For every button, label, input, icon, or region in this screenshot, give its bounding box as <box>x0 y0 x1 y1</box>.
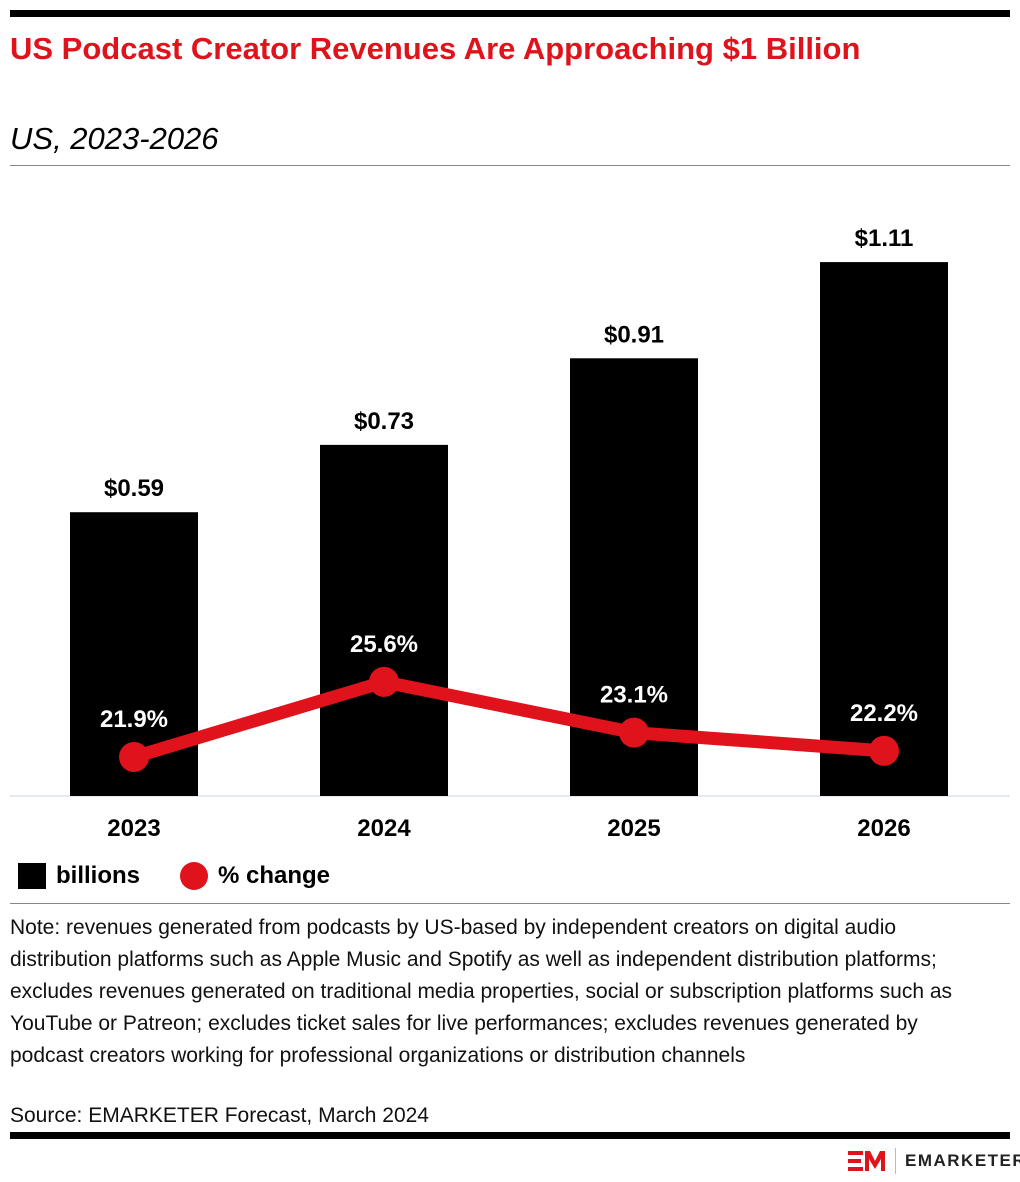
emarketer-logo: EMARKETER <box>848 1148 1020 1174</box>
bar-value-label: $0.91 <box>604 321 664 348</box>
x-tick-label: 2024 <box>357 815 411 842</box>
line-value-label: 23.1% <box>600 682 668 709</box>
x-tick-label: 2023 <box>107 815 160 842</box>
percent-change-line <box>132 675 885 764</box>
legend-line-label: % change <box>218 862 331 889</box>
bar-value-label: $0.59 <box>104 475 164 502</box>
divider <box>10 903 1010 904</box>
brand-name: EMARKETER <box>905 1151 1020 1170</box>
top-rule <box>10 10 1010 17</box>
bar-value-label: $0.73 <box>354 408 414 435</box>
legend-line-swatch <box>180 862 208 890</box>
line-point <box>619 717 649 748</box>
note-text: Note: revenues generated from podcasts b… <box>10 916 953 1067</box>
x-tick-label: 2026 <box>857 815 910 842</box>
legend-bar-label: billions <box>56 862 140 889</box>
logo-divider <box>895 1148 896 1174</box>
em-logo-icon <box>848 1151 885 1171</box>
legend: billions % change <box>18 862 330 890</box>
line-point <box>119 742 149 772</box>
chart-subtitle: US, 2023-2026 <box>10 121 219 156</box>
x-tick-label: 2025 <box>607 815 660 842</box>
bar-line-chart: $0.59 2023 $0.73 2024 $0.91 2025 $1.11 2026 21.9… <box>10 225 1010 842</box>
divider <box>10 165 1010 166</box>
legend-bar-swatch <box>18 863 46 889</box>
bar-value-label: $1.11 <box>855 225 914 252</box>
line-point <box>869 735 899 766</box>
line-value-label: 22.2% <box>850 700 918 727</box>
line-value-label: 21.9% <box>100 706 168 733</box>
chart-title: US Podcast Creator Revenues Are Approach… <box>10 31 861 66</box>
line-value-label: 25.6% <box>350 631 418 658</box>
source-text: Source: EMARKETER Forecast, March 2024 <box>10 1104 429 1127</box>
bar <box>320 444 448 796</box>
bottom-rule <box>10 1132 1010 1139</box>
line-point <box>369 666 399 697</box>
bar <box>820 262 948 797</box>
